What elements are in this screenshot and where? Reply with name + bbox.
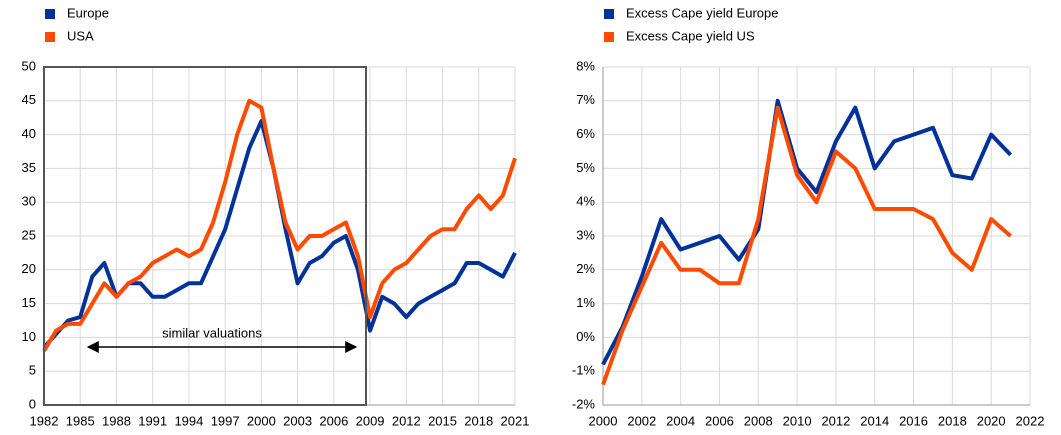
annotation: similar valuations: [162, 325, 262, 340]
x-tick-label: 2022: [1016, 413, 1045, 428]
legend-swatch: [45, 9, 55, 19]
x-tick-label: 2016: [899, 413, 928, 428]
y-tick-label: 10: [22, 329, 36, 344]
y-tick-label: -2%: [572, 396, 596, 411]
y-tick-label: 4%: [576, 194, 595, 209]
line-series: [42, 98, 517, 352]
y-tick-label: 8%: [576, 58, 595, 73]
y-tick-label: 0%: [576, 329, 595, 344]
legend-label: Excess Cape yield US: [626, 28, 755, 43]
x-tick-label: 2006: [319, 413, 348, 428]
x-tick-label: 1985: [66, 413, 95, 428]
x-tick-label: 2014: [860, 413, 889, 428]
line-series: [601, 98, 1013, 366]
y-tick-label: 30: [22, 194, 36, 209]
line-series: [601, 105, 1012, 386]
x-tick-label: 2012: [392, 413, 421, 428]
y-tick-label: 40: [22, 126, 36, 141]
y-tick-label: 0: [29, 396, 36, 411]
y-tick-label: 50: [22, 58, 36, 73]
x-tick-label: 1997: [211, 413, 240, 428]
x-tick-label: 2008: [744, 413, 773, 428]
y-tick-label: 35: [22, 160, 36, 175]
legend-label: Excess Cape yield Europe: [626, 5, 778, 20]
x-tick-label: 2002: [627, 413, 656, 428]
x-tick-label: 2012: [821, 413, 850, 428]
line-series: [42, 119, 517, 349]
x-tick-label: 2018: [938, 413, 967, 428]
x-tick-label: 1982: [30, 413, 59, 428]
x-tick-label: 2018: [464, 413, 493, 428]
legend-label: USA: [67, 28, 94, 43]
x-tick-label: 2006: [705, 413, 734, 428]
x-tick-label: 1988: [102, 413, 131, 428]
y-tick-label: 7%: [576, 92, 595, 107]
y-tick-label: 20: [22, 261, 36, 276]
y-tick-label: 15: [22, 295, 36, 310]
x-tick-label: 1991: [138, 413, 167, 428]
y-tick-label: 45: [22, 92, 36, 107]
y-tick-label: -1%: [572, 363, 596, 378]
x-tick-label: 2009: [356, 413, 385, 428]
highlight-box: [43, 66, 367, 406]
y-tick-label: 5%: [576, 160, 595, 175]
y-tick-label: 25: [22, 227, 36, 242]
x-tick-label: 2003: [283, 413, 312, 428]
x-tick-label: 1994: [174, 413, 203, 428]
y-tick-label: 6%: [576, 126, 595, 141]
legend-swatch: [604, 9, 614, 19]
y-tick-label: 2%: [576, 261, 595, 276]
x-tick-label: 2021: [501, 413, 530, 428]
y-tick-label: 5: [29, 363, 36, 378]
legend-label: Europe: [67, 5, 109, 20]
x-tick-label: 2000: [247, 413, 276, 428]
x-tick-label: 2004: [666, 413, 695, 428]
y-tick-label: 1%: [576, 295, 595, 310]
legend-swatch: [604, 32, 614, 42]
x-tick-label: 2000: [589, 413, 618, 428]
y-tick-label: 3%: [576, 227, 595, 242]
x-tick-label: 2020: [977, 413, 1006, 428]
legend-swatch: [45, 32, 55, 42]
x-tick-label: 2010: [783, 413, 812, 428]
x-tick-label: 2015: [428, 413, 457, 428]
